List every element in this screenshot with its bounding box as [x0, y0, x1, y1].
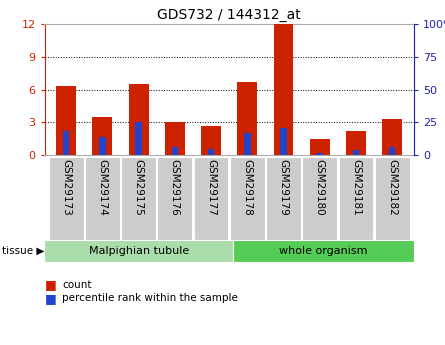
- Text: GSM29181: GSM29181: [351, 159, 361, 216]
- Bar: [346, 131, 366, 155]
- Text: GSM29178: GSM29178: [242, 159, 252, 216]
- Bar: [85, 157, 120, 240]
- Title: GDS732 / 144312_at: GDS732 / 144312_at: [157, 8, 301, 22]
- Bar: [244, 134, 251, 155]
- Bar: [44, 240, 233, 262]
- Bar: [316, 153, 323, 155]
- Bar: [230, 157, 265, 240]
- Text: whole organism: whole organism: [279, 246, 368, 256]
- Text: GSM29182: GSM29182: [387, 159, 397, 216]
- Text: tissue ▶: tissue ▶: [2, 246, 44, 256]
- Bar: [99, 137, 106, 155]
- Bar: [63, 131, 69, 155]
- Bar: [382, 119, 402, 155]
- Bar: [194, 157, 228, 240]
- Text: ■: ■: [44, 278, 56, 291]
- Bar: [280, 128, 287, 155]
- Text: GSM29173: GSM29173: [61, 159, 71, 216]
- Bar: [121, 157, 156, 240]
- Bar: [93, 117, 113, 155]
- Text: GSM29175: GSM29175: [134, 159, 144, 216]
- Bar: [375, 157, 409, 240]
- Bar: [352, 150, 359, 155]
- Text: count: count: [62, 280, 92, 289]
- Text: GSM29180: GSM29180: [315, 159, 325, 216]
- Bar: [339, 157, 373, 240]
- Text: Malpighian tubule: Malpighian tubule: [89, 246, 189, 256]
- Bar: [49, 157, 84, 240]
- Text: percentile rank within the sample: percentile rank within the sample: [62, 294, 238, 303]
- Bar: [310, 139, 330, 155]
- Text: GSM29176: GSM29176: [170, 159, 180, 216]
- Bar: [266, 157, 301, 240]
- Bar: [389, 147, 395, 155]
- Text: GSM29177: GSM29177: [206, 159, 216, 216]
- Bar: [201, 126, 221, 155]
- Bar: [165, 122, 185, 155]
- Bar: [158, 157, 192, 240]
- Text: ■: ■: [44, 292, 56, 305]
- Bar: [129, 84, 149, 155]
- Bar: [135, 122, 142, 155]
- Bar: [233, 240, 414, 262]
- Bar: [56, 87, 76, 155]
- Bar: [274, 24, 293, 155]
- Bar: [208, 149, 214, 155]
- Bar: [237, 82, 257, 155]
- Text: GSM29174: GSM29174: [97, 159, 107, 216]
- Bar: [172, 147, 178, 155]
- Text: GSM29179: GSM29179: [279, 159, 288, 216]
- Bar: [302, 157, 337, 240]
